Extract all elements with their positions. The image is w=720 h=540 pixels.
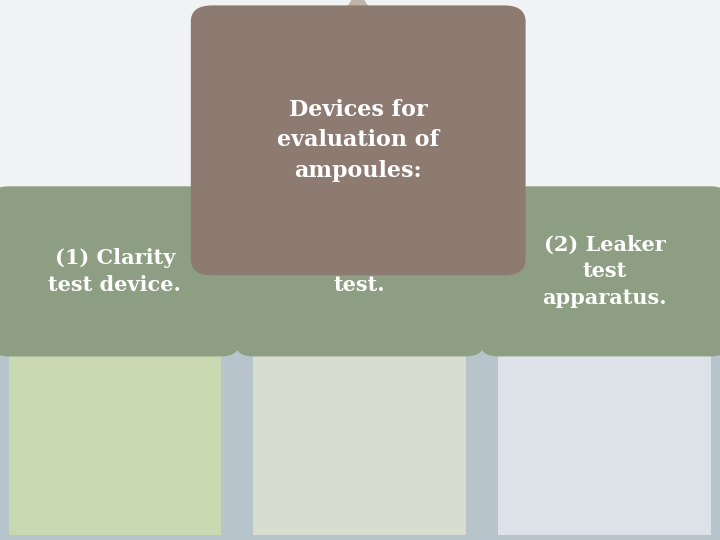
- Text: (2) Leaker
test
apparatus.: (2) Leaker test apparatus.: [542, 235, 667, 308]
- FancyBboxPatch shape: [191, 5, 526, 275]
- Polygon shape: [338, 0, 378, 22]
- Text: (3) Sterility
test.: (3) Sterility test.: [292, 248, 428, 294]
- Bar: [253, 343, 466, 535]
- Text: (1) Clarity
test device.: (1) Clarity test device.: [48, 248, 181, 294]
- FancyBboxPatch shape: [235, 186, 484, 356]
- Bar: [498, 343, 711, 535]
- Bar: [9, 343, 221, 535]
- Bar: [0, 0, 720, 194]
- Text: Devices for
evaluation of
ampoules:: Devices for evaluation of ampoules:: [277, 99, 439, 182]
- FancyBboxPatch shape: [480, 186, 720, 356]
- FancyBboxPatch shape: [0, 186, 239, 356]
